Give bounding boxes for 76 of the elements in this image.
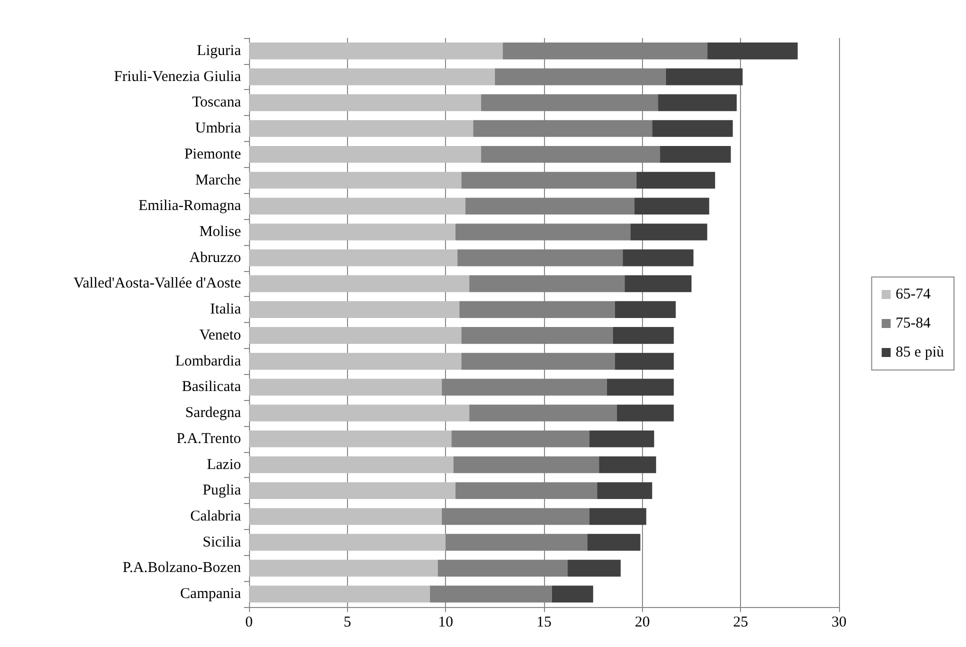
bar xyxy=(249,327,462,344)
y-tick-label: Friuli-Venezia Giulia xyxy=(114,68,242,85)
bar xyxy=(249,224,456,240)
bar xyxy=(652,120,733,137)
bar xyxy=(249,120,474,137)
bar xyxy=(707,42,798,60)
legend-label: 85 e più xyxy=(896,344,944,360)
y-tick-label: Toscana xyxy=(192,94,242,111)
bar xyxy=(597,482,652,500)
bar xyxy=(552,586,594,602)
bar xyxy=(624,275,692,292)
y-tick-label: Italia xyxy=(210,302,242,318)
y-tick-label: Piemonte xyxy=(184,146,242,162)
bar xyxy=(614,352,674,370)
bar xyxy=(630,224,708,240)
bar xyxy=(249,586,430,602)
y-tick-label: Abruzzo xyxy=(189,250,241,266)
y-tick-label: Valled'Aosta-Vallée d'Aoste xyxy=(74,276,242,292)
y-tick-label: Veneto xyxy=(199,327,241,344)
y-tick-label: Liguria xyxy=(196,42,242,59)
bar xyxy=(636,172,716,189)
x-tick-label: 5 xyxy=(344,614,352,630)
y-tick-label: Basilicata xyxy=(182,379,242,396)
bar xyxy=(249,352,462,370)
bar xyxy=(666,68,743,86)
bar xyxy=(589,430,654,448)
legend-label: 65-74 xyxy=(896,286,932,302)
bar xyxy=(249,534,446,551)
y-tick-label: Umbria xyxy=(195,120,242,137)
y-tick-label: Marche xyxy=(195,172,242,188)
bar xyxy=(612,327,674,344)
bar xyxy=(660,146,731,163)
bar xyxy=(249,482,456,500)
bar xyxy=(249,430,452,448)
y-tick-label: P.A.Bolzano-Bozen xyxy=(122,560,242,576)
y-tick-label: Lombardia xyxy=(175,353,242,370)
bar xyxy=(249,301,460,318)
bar xyxy=(249,560,438,577)
y-tick-label: Emilia-Romagna xyxy=(138,198,242,214)
x-tick-label: 0 xyxy=(245,614,253,630)
legend-label: 75-84 xyxy=(896,316,932,332)
y-tick-label: Sicilia xyxy=(202,534,242,550)
bar xyxy=(249,198,466,215)
bar xyxy=(249,172,462,189)
bar xyxy=(249,456,454,474)
x-tick-label: 20 xyxy=(634,614,650,630)
bar xyxy=(616,404,674,422)
bar xyxy=(249,146,482,163)
x-tick-label: 10 xyxy=(438,614,454,630)
bar xyxy=(622,249,694,266)
bar xyxy=(614,301,676,318)
y-tick-label: Lazio xyxy=(206,456,241,473)
bar xyxy=(249,404,470,422)
bar xyxy=(249,249,458,266)
bar xyxy=(568,560,621,577)
bar xyxy=(249,94,482,112)
y-tick-label: Puglia xyxy=(202,482,242,499)
bar xyxy=(249,508,442,525)
y-tick-label: Sardegna xyxy=(185,405,242,422)
x-tick-label: 15 xyxy=(536,614,552,630)
y-tick-label: Calabria xyxy=(190,508,242,524)
y-tick-label: Campania xyxy=(180,586,242,602)
x-tick-label: 25 xyxy=(733,614,748,630)
y-tick-label: Molise xyxy=(199,224,242,240)
bar xyxy=(589,508,646,525)
bar xyxy=(606,378,674,396)
bar xyxy=(249,378,442,396)
x-tick-label: 30 xyxy=(832,614,846,630)
bar xyxy=(634,198,710,215)
bar xyxy=(249,275,470,292)
bar xyxy=(249,68,495,86)
bar xyxy=(249,42,503,60)
y-tick-label: P.A.Trento xyxy=(176,430,241,447)
bar xyxy=(587,534,640,551)
bar xyxy=(658,94,737,112)
bar xyxy=(599,456,656,474)
